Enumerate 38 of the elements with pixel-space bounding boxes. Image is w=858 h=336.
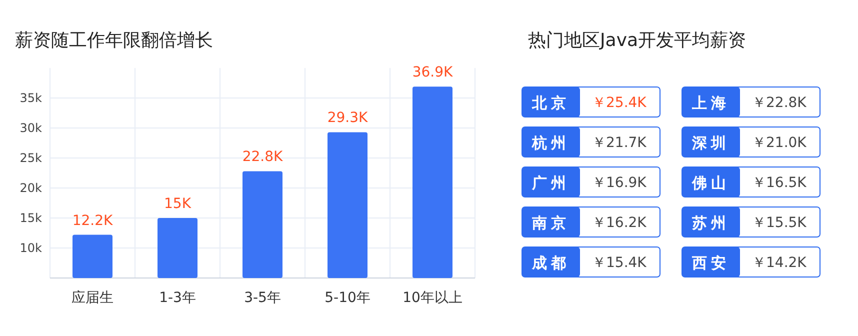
data-label: 15K: [164, 196, 192, 212]
category-label: 苏州: [691, 214, 730, 232]
text: ￥15.5K: [752, 215, 806, 231]
y-tick-label: 25k: [20, 151, 42, 165]
y-tick-label: 20k: [20, 181, 42, 195]
category-label: 西安: [691, 254, 730, 272]
text: ￥15.4K: [592, 255, 646, 271]
text: ￥25.4K: [592, 95, 646, 111]
text: 热门地区Java开发平均薪资: [528, 30, 746, 51]
category-label: 成都: [531, 254, 570, 272]
category-label: 北京: [531, 94, 570, 112]
chart-title: 薪资随工作年限翻倍增长: [15, 30, 213, 51]
y-tick-label: 35k: [20, 91, 42, 105]
data-label: 12.2K: [72, 212, 114, 229]
x-tick-label: 1-3年: [159, 290, 196, 306]
x-tick-label: 3-5年: [244, 290, 281, 306]
data-label: 29.3K: [327, 110, 368, 126]
y-tick-label: 10k: [20, 241, 42, 255]
text: ￥16.2K: [592, 215, 646, 231]
text: ￥16.9K: [592, 175, 646, 191]
y-tick-label: 30k: [20, 121, 42, 135]
category-label: 杭州: [531, 134, 570, 152]
x-tick-label: 5-10年: [324, 290, 370, 306]
text: ￥22.8K: [752, 95, 806, 111]
text: ￥14.2K: [752, 255, 806, 271]
category-label: 南京: [531, 214, 570, 232]
x-tick-label: 10年以上: [402, 290, 462, 306]
y-tick-label: 15k: [20, 211, 42, 225]
category-label: 上海: [691, 94, 730, 112]
data-label: 36.9K: [412, 64, 454, 81]
category-label: 佛山: [691, 174, 730, 192]
data-label: 22.8K: [242, 149, 284, 166]
text: ￥21.0K: [752, 135, 806, 151]
category-label: 广州: [531, 174, 570, 192]
x-tick-label: 应届生: [72, 290, 114, 306]
text: ￥16.5K: [752, 175, 806, 191]
text: ￥21.7K: [592, 135, 646, 151]
category-label: 深圳: [691, 134, 730, 152]
